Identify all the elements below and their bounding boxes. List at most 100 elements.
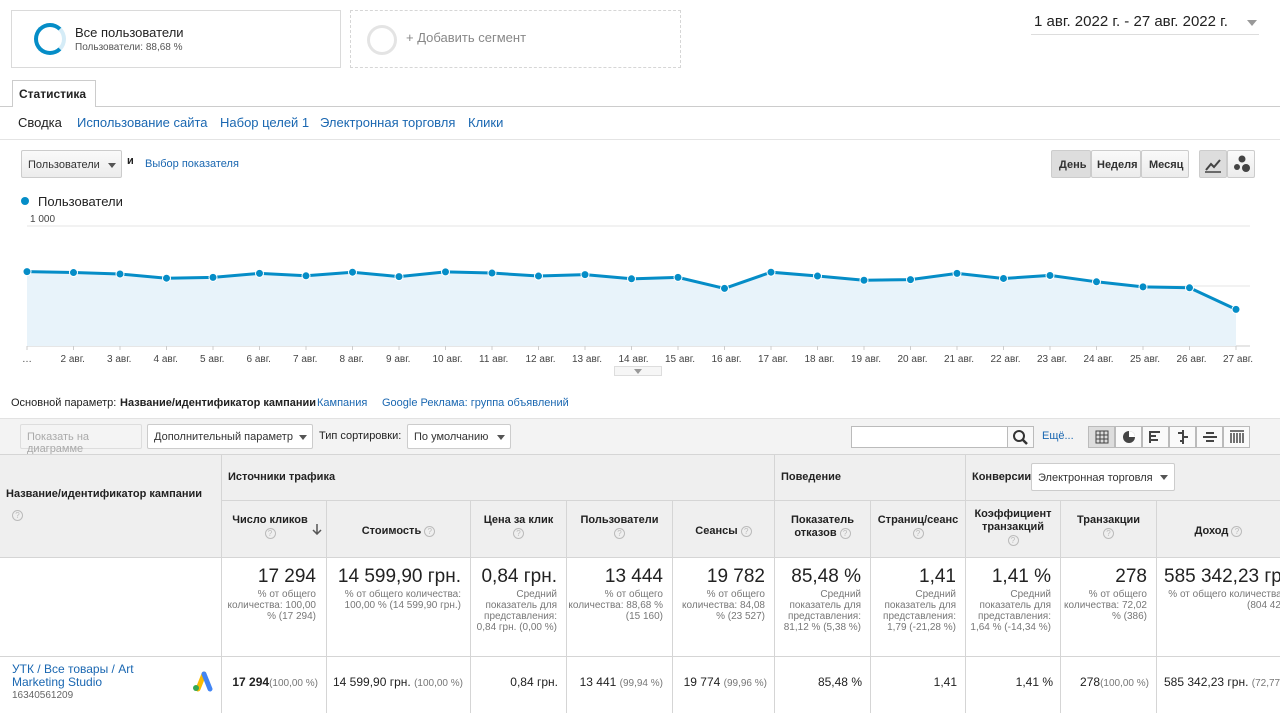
col-conversion-rate[interactable]: Коэффициент транзакций?	[974, 508, 1052, 546]
view-pie-button[interactable]	[1115, 426, 1142, 448]
chevron-down-icon	[108, 163, 116, 168]
campaign-name-link[interactable]: УТК / Все товары / Art Marketing Studio	[12, 662, 134, 689]
total-clicks: 17 294	[257, 566, 316, 587]
help-icon[interactable]: ?	[1231, 525, 1243, 537]
row-bounce: 85,48 %	[817, 675, 862, 689]
line-chart-button[interactable]	[1199, 150, 1227, 178]
help-icon[interactable]: ?	[912, 527, 924, 539]
view-term-cloud-button[interactable]	[1196, 426, 1223, 448]
x-tick-label: 10 авг.	[433, 354, 463, 365]
chevron-down-icon	[497, 435, 505, 440]
subnav-summary[interactable]: Сводка	[18, 115, 62, 130]
total-pages-sub: Средний показатель для представления: 1,…	[883, 589, 956, 633]
period-day-button[interactable]: День	[1051, 150, 1091, 178]
x-tick-label: 3 авг.	[107, 354, 131, 365]
row-transactions: 278(100,00 %)	[1080, 675, 1149, 689]
dimension-column-header[interactable]: Название/идентификатор кампании	[6, 488, 203, 500]
view-table-button[interactable]	[1088, 426, 1115, 448]
motion-chart-button[interactable]	[1227, 150, 1255, 178]
total-revenue-sub: % от общего количества: 72,77 % (804 428…	[1168, 589, 1280, 611]
x-tick-label: 23 авг.	[1037, 354, 1067, 365]
tab-statistics[interactable]: Статистика	[12, 80, 96, 107]
help-icon[interactable]: ?	[513, 527, 524, 539]
subnav-ecommerce[interactable]: Электронная торговля	[320, 115, 456, 130]
col-pages-per-session[interactable]: Страниц/сеанс?	[877, 514, 959, 539]
data-point	[859, 275, 869, 285]
col-clicks[interactable]: Число кликов?	[232, 514, 308, 539]
term-cloud-icon	[1203, 432, 1217, 442]
total-users: 13 444	[604, 566, 663, 587]
table-search-input[interactable]	[851, 426, 1008, 448]
divider	[774, 454, 775, 713]
help-icon[interactable]: ?	[1007, 534, 1019, 546]
col-users[interactable]: Пользователи?	[580, 514, 659, 539]
col-cost[interactable]: Стоимость ?	[327, 525, 470, 538]
sort-desc-icon[interactable]	[312, 523, 322, 535]
help-icon[interactable]: ?	[614, 527, 625, 539]
x-tick-label: 12 авг.	[526, 354, 556, 365]
divider	[0, 106, 1280, 107]
help-icon[interactable]: ?	[424, 525, 436, 537]
col-revenue[interactable]: Доход ?	[1157, 525, 1280, 538]
data-point	[348, 267, 357, 277]
col-transactions[interactable]: Транзакции?	[1076, 514, 1140, 539]
period-week-button[interactable]: Неделя	[1091, 150, 1141, 178]
col-bounce-rate[interactable]: Показатель отказов ?	[790, 514, 855, 539]
help-icon[interactable]: ?	[740, 525, 752, 537]
conversion-type-select[interactable]: Электронная торговля	[1031, 463, 1175, 491]
total-conv-rate-sub: Средний показатель для представления: 1,…	[970, 589, 1051, 633]
period-month-button[interactable]: Месяц	[1141, 150, 1189, 178]
total-clicks-sub: % от общего количества: 100,00 % (17 294…	[227, 589, 316, 622]
help-icon[interactable]: ?	[1103, 527, 1114, 539]
data-point	[255, 268, 264, 278]
x-tick-label: 24 авг.	[1084, 354, 1114, 365]
sort-type-select[interactable]: По умолчанию	[407, 424, 511, 449]
add-segment-button[interactable]: + Добавить сегмент	[350, 10, 681, 68]
x-tick-label: …	[22, 354, 32, 365]
total-users-sub: % от общего количества: 88,68 % (15 160)	[568, 589, 663, 622]
group-conversions: Конверсии	[972, 471, 1032, 483]
x-tick-label: 22 авг.	[991, 354, 1021, 365]
subnav-clicks[interactable]: Клики	[468, 115, 504, 130]
divider	[870, 500, 871, 713]
subnav-goal-set[interactable]: Набор целей 1	[220, 115, 310, 130]
row-revenue-cell: 585 342,23 грн. (72,77 %)	[1157, 657, 1280, 713]
more-link[interactable]: Ещё...	[1042, 430, 1074, 442]
segment-all-users[interactable]: Все пользователи Пользователи: 88,68 %	[11, 10, 341, 68]
x-tick-label: 25 авг.	[1130, 354, 1160, 365]
date-range-picker[interactable]: 1 авг. 2022 г. - 27 авг. 2022 г.	[1031, 11, 1259, 35]
x-tick-label: 9 авг.	[386, 354, 410, 365]
primary-dim-campaign[interactable]: Кампания	[317, 397, 368, 409]
secondary-dimension-select[interactable]: Дополнительный параметр	[147, 424, 313, 449]
primary-dim-active: Название/идентификатор кампании	[120, 397, 317, 409]
x-tick-label: 7 авг.	[293, 354, 317, 365]
choose-metric-link[interactable]: Выбор показателя	[145, 158, 239, 170]
help-icon[interactable]: ?	[839, 527, 851, 539]
metric-select[interactable]: Пользователи	[21, 150, 122, 178]
x-tick-label: 8 авг.	[340, 354, 364, 365]
google-ads-icon	[193, 671, 213, 692]
view-pivot-button[interactable]	[1223, 426, 1250, 448]
col-cpc[interactable]: Цена за клик?	[483, 514, 554, 539]
row-users: 13 441 (99,94 %)	[579, 675, 663, 689]
chart-resize-handle[interactable]	[614, 366, 662, 376]
divider	[470, 500, 471, 713]
empty-ring-icon	[367, 25, 397, 55]
view-comparison-button[interactable]	[1169, 426, 1196, 448]
view-performance-button[interactable]	[1142, 426, 1169, 448]
segment-subtitle: Пользователи: 88,68 %	[75, 42, 183, 53]
plot-rows-button[interactable]: Показать на диаграмме	[20, 424, 142, 455]
primary-dim-adgroup[interactable]: Google Реклама: группа объявлений	[382, 397, 569, 409]
col-sessions[interactable]: Сеансы ?	[673, 525, 774, 538]
x-tick-label: 4 авг.	[154, 354, 178, 365]
data-point	[1138, 282, 1148, 292]
total-conv-rate: 1,41 %	[991, 566, 1051, 587]
x-tick-label: 26 авг.	[1177, 354, 1207, 365]
subnav-site-usage[interactable]: Использование сайта	[77, 115, 208, 130]
search-button[interactable]	[1007, 426, 1034, 448]
divider	[0, 656, 1280, 657]
bars-icon	[1149, 431, 1160, 443]
help-icon[interactable]: ?	[264, 527, 276, 539]
table-toolbar: Показать на диаграмме Дополнительный пар…	[0, 418, 1280, 455]
help-icon[interactable]: ?	[12, 510, 23, 521]
